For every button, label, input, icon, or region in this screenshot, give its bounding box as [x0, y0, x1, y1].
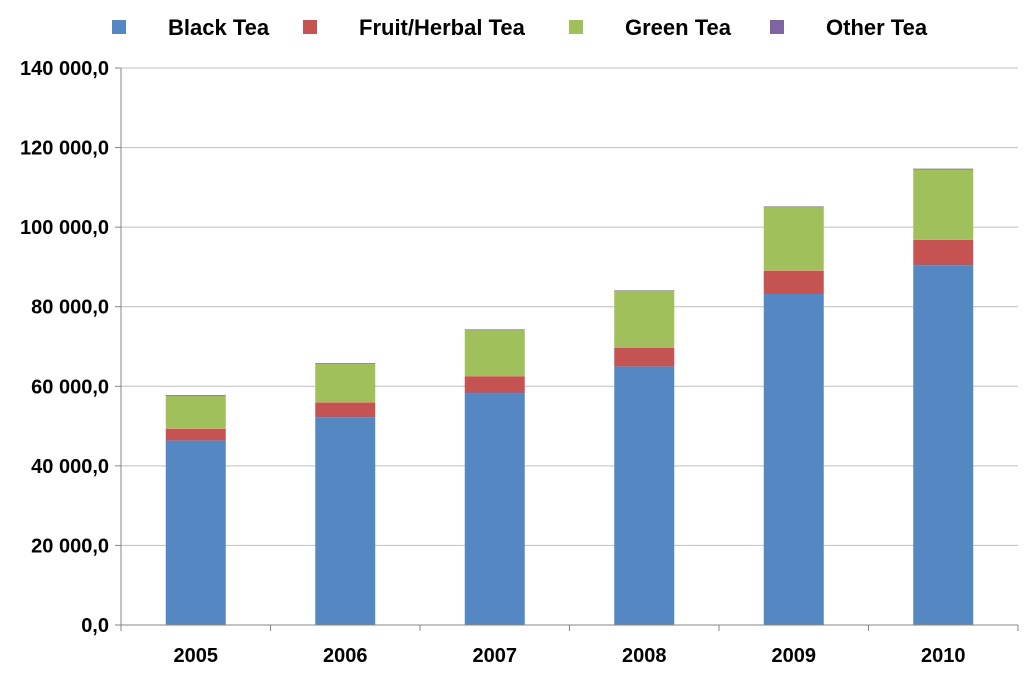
legend-label: Other Tea [826, 15, 928, 40]
legend-item-fruit-herbal-tea: Fruit/Herbal Tea [303, 15, 526, 40]
bar-segment-green-tea-2009 [763, 207, 824, 271]
y-axis: 0,0 20 000,0 40 000,0 60 000,0 80 000,0 100 0… [20, 58, 122, 637]
legend: Black Tea Fruit/Herbal Tea Green Tea Other … [112, 15, 928, 40]
legend-swatch [303, 20, 317, 34]
x-tick-label: 2008 [622, 645, 667, 667]
bar-segment-green-tea-2006 [315, 364, 376, 403]
legend-label: Fruit/Herbal Tea [359, 15, 526, 40]
bar-segment-other-tea-2007 [464, 329, 525, 331]
legend-item-other-tea: Other Tea [770, 15, 928, 40]
legend-label: Green Tea [625, 15, 732, 40]
bar-segment-fruit-herbal-tea-2006 [315, 402, 376, 418]
bar-segment-green-tea-2007 [464, 330, 525, 377]
x-tick-label: 2006 [323, 645, 368, 667]
bars [165, 168, 974, 625]
bar-segment-other-tea-2009 [763, 206, 824, 208]
bar-segment-black-tea-2007 [464, 393, 525, 625]
y-tick-label: 40 000,0 [31, 456, 109, 478]
legend-swatch [770, 20, 784, 34]
y-tick-label: 60 000,0 [31, 376, 109, 398]
bar-segment-fruit-herbal-tea-2010 [913, 239, 974, 266]
bar-segment-other-tea-2008 [614, 290, 675, 292]
bar-segment-black-tea-2006 [315, 417, 376, 625]
bar-segment-black-tea-2009 [763, 293, 824, 625]
y-tick-label: 100 000,0 [20, 217, 109, 239]
bar-segment-green-tea-2008 [614, 291, 675, 348]
bar-segment-fruit-herbal-tea-2007 [464, 376, 525, 394]
gridlines [121, 67, 1018, 546]
bar-segment-fruit-herbal-tea-2008 [614, 347, 675, 367]
bar-segment-black-tea-2010 [913, 265, 974, 625]
bar-segment-fruit-herbal-tea-2009 [763, 270, 824, 294]
y-tick-label: 80 000,0 [31, 297, 109, 319]
y-tick-label: 0,0 [81, 615, 109, 637]
y-tick-label: 20 000,0 [31, 535, 109, 557]
x-tick-label: 2005 [174, 645, 219, 667]
legend-swatch [112, 20, 126, 34]
bar-segment-green-tea-2010 [913, 169, 974, 240]
bar-segment-green-tea-2005 [165, 395, 226, 429]
y-tick-label: 120 000,0 [20, 138, 109, 160]
bar-segment-other-tea-2006 [315, 363, 376, 365]
legend-item-black-tea: Black Tea [112, 15, 270, 40]
bar-segment-black-tea-2005 [165, 440, 226, 625]
y-tick-label: 140 000,0 [20, 58, 109, 80]
x-tick-label: 2010 [921, 645, 966, 667]
legend-swatch [569, 20, 583, 34]
bar-segment-other-tea-2010 [913, 168, 974, 170]
bar-segment-fruit-herbal-tea-2005 [165, 428, 226, 441]
x-tick-label: 2007 [473, 645, 518, 667]
bar-segment-black-tea-2008 [614, 366, 675, 625]
bar-segment-other-tea-2005 [165, 395, 226, 396]
legend-label: Black Tea [168, 15, 270, 40]
x-axis: 2005 2006 2007 2008 2009 2010 [120, 624, 1019, 667]
legend-item-green-tea: Green Tea [569, 15, 732, 40]
x-tick-label: 2009 [772, 645, 817, 667]
